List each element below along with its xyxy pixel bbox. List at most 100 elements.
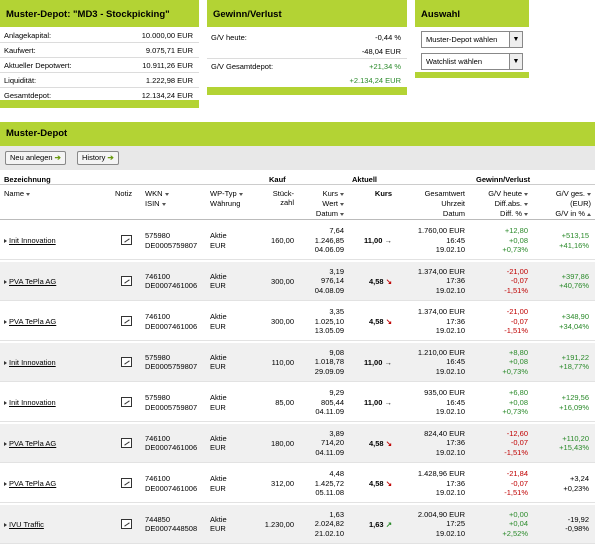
sort-down-icon[interactable]	[26, 192, 31, 196]
sort-down-icon[interactable]	[524, 202, 528, 206]
note-edit-icon[interactable]	[121, 518, 132, 529]
triangle-right-icon	[4, 320, 7, 325]
sort-down-icon[interactable]	[587, 192, 591, 196]
chevron-down-icon[interactable]: ▼	[509, 54, 522, 69]
akt-kurs-value: 11,00	[364, 398, 383, 407]
gv-ges-value: +348,90	[561, 312, 589, 321]
gv-gesamt-pct: +21,34 %	[369, 62, 401, 71]
gv-ges-pct-value: +15,43%	[559, 443, 589, 452]
new-depot-label: Neu anlegen	[10, 153, 53, 162]
gv-ges-cell: -19,92 -0,98%	[536, 515, 589, 534]
header-wptyp-label: WP-Typ	[210, 189, 237, 198]
header-gv-ges[interactable]: G/V ges.	[536, 189, 591, 198]
kauf-kurs: 7,64	[329, 226, 344, 235]
gv-box-footer	[207, 87, 407, 95]
wptyp-cell: Aktie EUR	[210, 434, 227, 453]
triangle-right-icon	[4, 239, 7, 244]
header-diff-abs[interactable]: Diff.abs.	[476, 199, 528, 208]
kauf-datum: 04.11.09	[315, 407, 344, 416]
note-edit-icon[interactable]	[121, 316, 132, 326]
header-uhrzeit: Uhrzeit	[441, 199, 465, 208]
header-gv-ges-pct[interactable]: G/V in %	[536, 209, 591, 218]
position-name[interactable]: PVA TePla AG	[9, 438, 57, 448]
sort-down-icon[interactable]	[238, 192, 243, 196]
sort-down-icon[interactable]	[340, 212, 344, 216]
table-row: PVA TePla AG 746100 DE0007461006 Aktie EUR 18…	[0, 423, 595, 463]
header-wkn[interactable]: WKN	[145, 189, 169, 198]
wptyp-cell: Aktie EUR	[210, 515, 227, 534]
header-name[interactable]: Name	[4, 189, 31, 198]
depot-select[interactable]: Muster-Depot wählen ▼	[421, 31, 523, 48]
wkn-value: 575980	[145, 231, 171, 240]
header-gv-heute[interactable]: G/V heute	[476, 189, 528, 198]
position-link[interactable]: Init Innovation	[4, 236, 56, 246]
sort-down-icon[interactable]	[164, 192, 169, 196]
currency-value: EUR	[210, 402, 226, 412]
diff-pct-value: -1,51%	[504, 285, 528, 295]
sort-down-icon[interactable]	[340, 192, 344, 196]
header-datum[interactable]: Datum	[300, 209, 344, 218]
watchlist-select[interactable]: Watchlist wählen ▼	[421, 53, 523, 70]
wptyp-cell: Aktie EUR	[210, 474, 227, 493]
kauf-cell: 3,89 714,20 04.11.09	[300, 429, 344, 458]
akt-kurs-value: 4,58	[369, 438, 384, 448]
position-link[interactable]: PVA TePla AG	[4, 277, 56, 287]
position-name[interactable]: Init Innovation	[9, 236, 56, 245]
note-edit-icon[interactable]	[121, 275, 132, 286]
note-edit-icon[interactable]	[121, 356, 132, 367]
kauf-wert: 1.018,78	[314, 357, 344, 366]
akt-kurs-value: 4,58	[369, 276, 384, 286]
new-depot-button[interactable]: Neu anlegen ➔	[5, 151, 66, 165]
gv-heute-value: +8,80	[509, 347, 528, 357]
header-wert[interactable]: Wert	[300, 199, 344, 208]
header-diff-pct[interactable]: Diff. %	[476, 209, 528, 218]
aktuell-cell: 2.004,90 EUR 17:25 19.02.10	[400, 510, 465, 539]
gv-heute-cell: +8,80 +0,08 +0,73%	[476, 348, 528, 377]
position-name[interactable]: PVA TePla AG	[9, 317, 57, 326]
sort-down-icon[interactable]	[524, 192, 528, 196]
note-edit-icon[interactable]	[121, 478, 132, 488]
sort-up-icon[interactable]	[587, 212, 591, 216]
gv-ges-value: +191,22	[561, 352, 589, 362]
wkn-cell: 575980 DE0005759807	[145, 393, 197, 412]
position-link[interactable]: Init Innovation	[4, 398, 56, 408]
gv-heute-value: -21,84	[506, 469, 528, 478]
header-kurs[interactable]: Kurs	[300, 189, 344, 198]
header-gv-ges-eur: (EUR)	[570, 199, 591, 208]
sort-down-icon[interactable]	[524, 212, 528, 216]
currency-value: EUR	[210, 281, 226, 290]
position-name[interactable]: IVU Traffic	[9, 519, 44, 529]
akt-kurs-cell: 11,00 →	[352, 236, 392, 246]
position-name[interactable]: PVA TePla AG	[9, 276, 57, 286]
position-link[interactable]: PVA TePla AG	[4, 439, 56, 449]
wkn-cell: 575980 DE0005759807	[145, 353, 197, 372]
trend-arrow-icon: →	[384, 236, 393, 245]
note-edit-icon[interactable]	[121, 235, 132, 245]
header-akt-datum: Datum	[442, 209, 465, 218]
position-name[interactable]: Init Innovation	[9, 357, 56, 367]
position-link[interactable]: Init Innovation	[4, 358, 56, 368]
position-link[interactable]: PVA TePla AG	[4, 479, 56, 489]
chevron-down-icon[interactable]: ▼	[509, 32, 522, 47]
note-edit-icon[interactable]	[121, 397, 132, 407]
sort-down-icon[interactable]	[161, 202, 166, 206]
position-name[interactable]: PVA TePla AG	[9, 479, 57, 488]
diff-pct-value: -1,51%	[504, 326, 528, 335]
note-edit-icon[interactable]	[121, 437, 132, 448]
position-link[interactable]: IVU Traffic	[4, 520, 44, 530]
gv-ges-value: +129,56	[561, 393, 589, 402]
history-button[interactable]: History ➔	[77, 151, 119, 165]
depot-summary-label: Anlagekapital:	[4, 31, 52, 40]
triangle-right-icon	[4, 522, 7, 527]
gv-heute-cell: +0,00 +0,04 +2,52%	[476, 510, 528, 539]
stueck-value: 85,00	[275, 398, 294, 407]
sort-down-icon[interactable]	[340, 202, 344, 206]
header-isin[interactable]: ISIN	[145, 199, 166, 208]
wkn-cell: 575980 DE0005759807	[145, 231, 197, 250]
header-aktuell: Aktuell	[352, 175, 378, 184]
position-name[interactable]: Init Innovation	[9, 398, 56, 407]
position-link[interactable]: PVA TePla AG	[4, 317, 56, 327]
gv-ges-value: -19,92	[567, 514, 589, 524]
header-wptyp[interactable]: WP-Typ	[210, 189, 243, 198]
wkn-value: 746100	[145, 312, 171, 321]
